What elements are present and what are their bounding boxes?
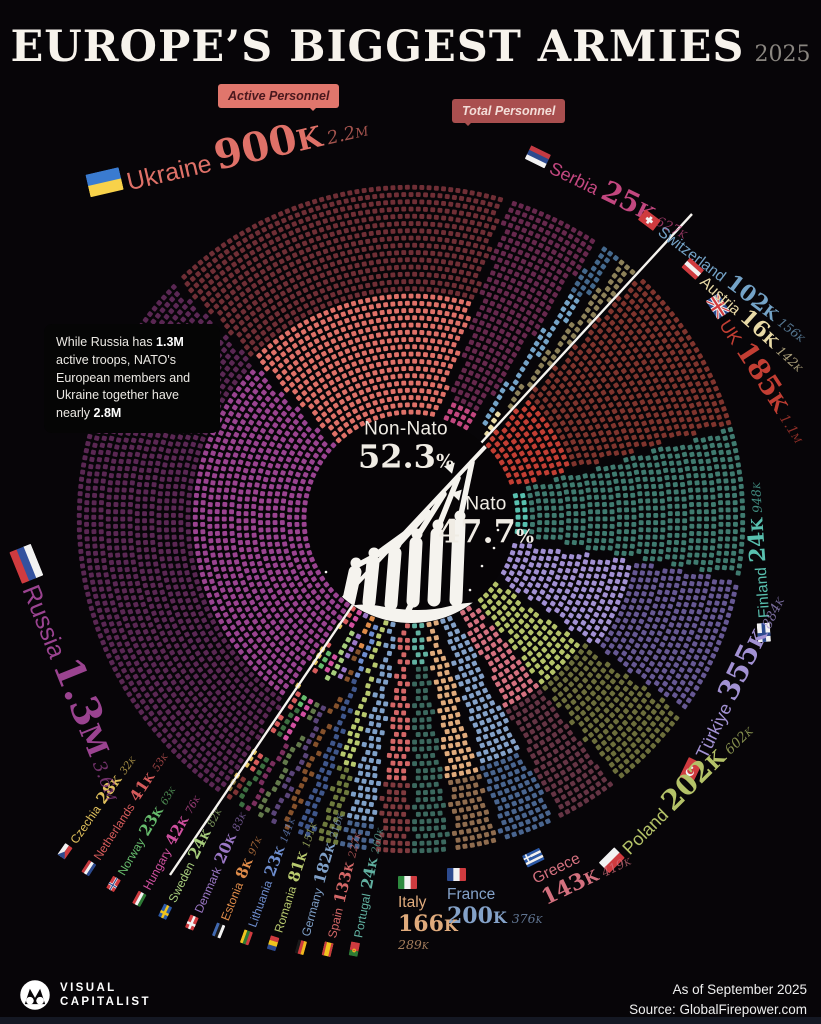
legend-total-personnel: Total Personnel xyxy=(452,99,566,126)
non-nato-pointer-icon xyxy=(443,462,455,474)
personnel-dots xyxy=(76,184,746,854)
nato-value: 47.7% xyxy=(438,512,534,551)
source-footer: As of September 2025 Source: GlobalFirep… xyxy=(629,980,807,1021)
non-nato-share: Non-Nato 52.3% xyxy=(358,419,454,474)
brand-name: VISUAL CAPITALIST xyxy=(60,981,151,1010)
flag-raising-silhouette xyxy=(312,444,508,623)
nato-pointer-icon xyxy=(450,489,462,501)
source-note: Source: GlobalFirepower.com xyxy=(629,1002,807,1018)
nato-share: Nato 47.7% xyxy=(438,494,534,549)
non-nato-value: 52.3% xyxy=(358,437,454,476)
bottom-accent-strip xyxy=(0,1017,821,1024)
header: EUROPE’S BIGGEST ARMIES 2025 xyxy=(0,22,821,72)
as-of-date: As of September 2025 xyxy=(672,982,807,997)
legend-active-personnel: Active Personnel xyxy=(218,84,340,111)
brand-line-2: CAPITALIST xyxy=(60,996,151,1008)
page-title: EUROPE’S BIGGEST ARMIES xyxy=(10,22,745,72)
russia-vs-nato-annotation: While Russia has 1.3M active troops, NAT… xyxy=(44,324,220,433)
visual-capitalist-logo-icon xyxy=(20,980,50,1010)
brand-line-1: VISUAL xyxy=(60,981,117,994)
title-year: 2025 xyxy=(754,42,811,67)
nato-label: Nato xyxy=(465,493,507,515)
brand-footer: VISUAL CAPITALIST xyxy=(18,978,151,1012)
non-nato-label: Non-Nato xyxy=(364,418,448,440)
